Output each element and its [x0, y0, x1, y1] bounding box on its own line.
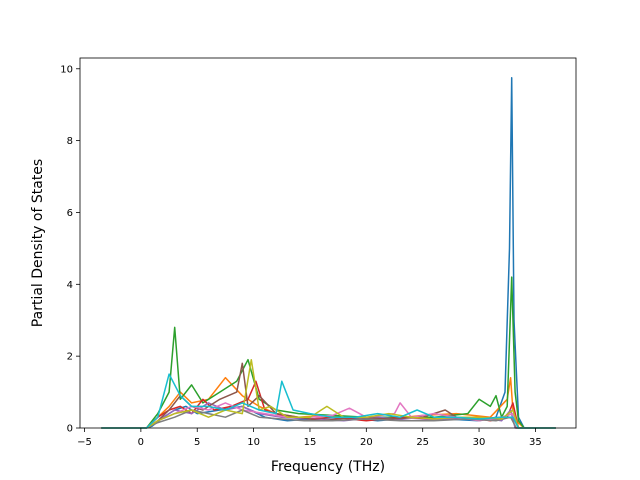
- y-tick-label: 0: [67, 424, 73, 435]
- x-tick-label: 35: [529, 437, 542, 448]
- y-tick-label: 4: [67, 280, 73, 291]
- series-line-8: [101, 358, 556, 429]
- y-tick-label: 8: [67, 136, 73, 147]
- x-tick-label: 20: [360, 437, 373, 448]
- x-tick-label: 0: [138, 437, 144, 448]
- y-tick-label: 6: [67, 208, 73, 219]
- x-axis-ticks: −5 0 5 10 15 20 25 30 35: [77, 428, 542, 448]
- series-line-7: [101, 409, 556, 429]
- x-tick-label: −5: [77, 437, 92, 448]
- y-axis-label: Partial Density of States: [30, 159, 46, 327]
- plot-frame: [79, 57, 577, 429]
- x-tick-label: 5: [194, 437, 200, 448]
- y-tick-label: 2: [67, 352, 73, 363]
- x-tick-label: 10: [247, 437, 260, 448]
- x-tick-label: 15: [304, 437, 317, 448]
- x-tick-label: 30: [473, 437, 486, 448]
- y-axis-ticks: 0 2 4 6 8 10: [60, 64, 80, 435]
- x-tick-label: 25: [416, 437, 429, 448]
- series-line-1: [101, 376, 556, 429]
- y-tick-label: 10: [60, 64, 73, 75]
- x-axis-label: Frequency (THz): [271, 459, 385, 475]
- series-layer: [101, 77, 556, 429]
- series-line-9: [101, 373, 556, 429]
